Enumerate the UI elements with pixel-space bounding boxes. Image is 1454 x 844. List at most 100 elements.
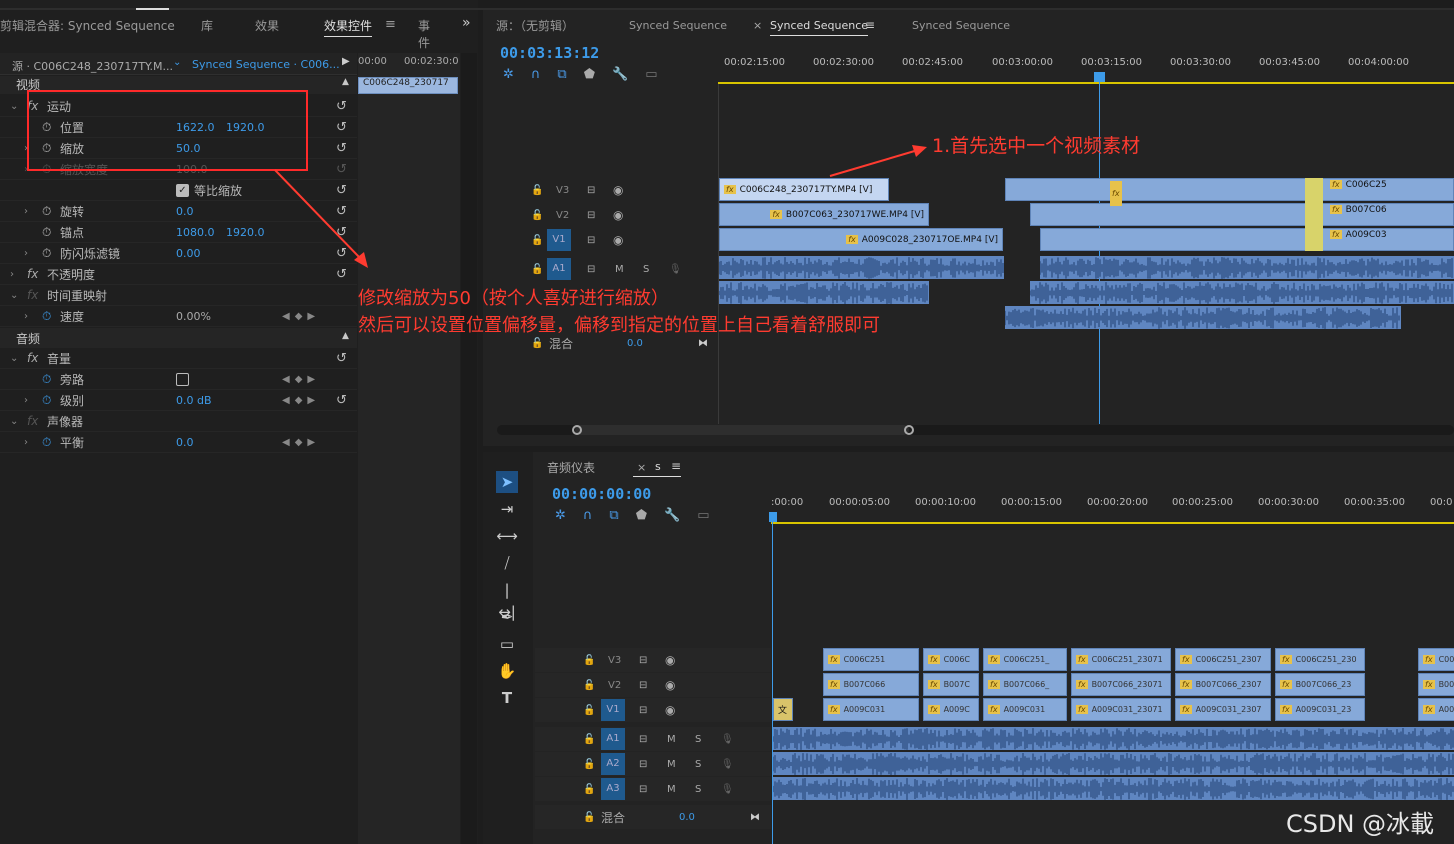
tab-audio-clip-mixer[interactable]: 剪辑混合器: Synced Sequence	[0, 19, 175, 33]
scroll-handle-right[interactable]	[904, 425, 914, 435]
tab-sequence-3[interactable]: Synced Sequence	[912, 19, 1011, 32]
timeline-clip[interactable]: fx A009C031	[983, 698, 1067, 721]
sync-icon[interactable]: ⊟	[639, 679, 648, 691]
play-icon[interactable]: ▶	[342, 56, 350, 67]
bottom-audio-a3[interactable]	[773, 777, 1454, 800]
timeline-clip[interactable]: fx B007C066_	[983, 673, 1067, 696]
stopwatch-icon[interactable]: ⏱	[42, 245, 52, 260]
mute-button[interactable]: M	[667, 733, 676, 745]
sync-icon[interactable]: ⊟	[639, 783, 648, 795]
solo-button[interactable]: S	[695, 733, 702, 745]
sync-icon[interactable]: ⊟	[587, 209, 596, 221]
track-a3-label[interactable]: A3	[601, 778, 625, 800]
linked-selection-icon[interactable]: ⧉	[557, 67, 567, 82]
lock-icon[interactable]: 🔓	[583, 704, 596, 716]
linked-selection-icon[interactable]: ⧉	[609, 508, 619, 523]
reset-icon[interactable]: ↺	[336, 98, 347, 114]
uniform-scale-checkbox[interactable]: ✓	[176, 184, 189, 197]
sequence-select[interactable]: Synced Sequence · C006...	[192, 58, 340, 71]
mute-button[interactable]: M	[667, 783, 676, 795]
chevron-right-icon[interactable]: ›	[24, 436, 28, 448]
volume-row[interactable]: ⌄ fx 音量 ↺	[0, 348, 357, 369]
keyframe-nav-icon[interactable]: ◀◆▶	[282, 310, 321, 322]
level-value[interactable]: 0.0 dB	[176, 393, 212, 407]
timeline-clip[interactable]: fx A009C031	[823, 698, 919, 721]
clip-cluster-v1[interactable]	[1040, 228, 1454, 251]
captions-icon[interactable]: ▭	[645, 67, 658, 82]
tab-menu-icon[interactable]: ≡	[385, 17, 396, 32]
lock-icon[interactable]: 🔓	[583, 654, 596, 666]
bottom-ruler[interactable]: :00:00 00:00:05:00 00:00:10:00 00:00:15:…	[771, 480, 1454, 524]
audio-clip-a1[interactable]	[719, 256, 1004, 279]
sync-icon[interactable]: ⊟	[639, 758, 648, 770]
left-scrollbar[interactable]	[461, 53, 477, 844]
timeline-clip[interactable]: fx B007C066	[823, 673, 919, 696]
timeline-clip[interactable]: fx A009C031_23071	[1071, 698, 1171, 721]
bottom-timecode[interactable]: 00:00:00:00	[552, 485, 652, 503]
reset-icon[interactable]: ↺	[336, 245, 347, 261]
eye-icon[interactable]: ◉	[613, 183, 624, 197]
razor-icon[interactable]: ⧸	[504, 554, 510, 572]
sync-icon[interactable]: ⊟	[639, 704, 648, 716]
audio-clip-cluster-2[interactable]	[1030, 281, 1454, 304]
mini-clip[interactable]: C006C248_230717	[358, 77, 458, 94]
type-icon[interactable]: T	[501, 689, 513, 707]
pen-icon[interactable]: ✒	[500, 608, 514, 626]
audio-clip-cluster-3[interactable]	[1005, 306, 1401, 329]
tab-source[interactable]: 源：（无剪辑）	[496, 19, 575, 33]
playhead-handle[interactable]	[1094, 72, 1105, 82]
eye-icon[interactable]: ◉	[613, 208, 624, 222]
balance-value[interactable]: 0.0	[176, 435, 194, 449]
timeline-clip[interactable]: fx A009C	[923, 698, 979, 721]
position-x-value[interactable]: 1622.0	[176, 120, 215, 134]
audio-clip-a2[interactable]	[719, 281, 929, 304]
chevron-down-icon[interactable]: ⌄	[10, 352, 19, 364]
eye-icon[interactable]: ◉	[613, 233, 624, 247]
lock-icon[interactable]: 🔓	[583, 783, 596, 795]
track-v2-label[interactable]: V2	[608, 679, 622, 691]
stopwatch-icon[interactable]: ⏱	[42, 224, 52, 239]
tab-audio-meters[interactable]: 音频仪表	[547, 461, 596, 475]
rotation-value[interactable]: 0.0	[176, 204, 194, 218]
scale-value[interactable]: 50.0	[176, 141, 201, 155]
time-remap-row[interactable]: ⌄ fx 时间重映射	[0, 285, 357, 306]
opacity-row[interactable]: › fx 不透明度 ↺	[0, 264, 357, 285]
timeline-clip[interactable]: fx C006C251	[823, 648, 919, 671]
v3-right-clip[interactable]: fx C006C25	[1330, 180, 1387, 190]
timeline-clip[interactable]: fx A009C031_2307	[1175, 698, 1271, 721]
mic-icon[interactable]: 🎙	[721, 758, 734, 770]
reset-icon[interactable]: ↺	[336, 140, 347, 156]
chevron-right-icon[interactable]: ›	[24, 142, 28, 154]
chevron-right-icon[interactable]: ›	[24, 247, 28, 259]
tab-effects[interactable]: 效果	[255, 19, 280, 33]
track-v2-label[interactable]: V2	[556, 209, 570, 221]
chevron-right-icon[interactable]: ›	[24, 394, 28, 406]
wrench-icon[interactable]: 🔧	[612, 67, 629, 82]
solo-button[interactable]: S	[695, 758, 702, 770]
stopwatch-icon[interactable]: ⏱	[42, 308, 52, 323]
anchor-x-value[interactable]: 1080.0	[176, 225, 215, 239]
mix-value[interactable]: 0.0	[679, 811, 695, 823]
chevron-down-icon[interactable]: ⌄	[173, 57, 182, 68]
bottom-playhead-handle[interactable]	[769, 512, 777, 522]
reset-icon[interactable]: ↺	[336, 224, 347, 240]
track-a1-label[interactable]: A1	[547, 258, 571, 280]
timeline-clip[interactable]: fx C006C	[923, 648, 979, 671]
solo-button[interactable]: S	[695, 783, 702, 795]
slip-icon[interactable]: |↔|	[498, 581, 516, 621]
reset-icon[interactable]: ↺	[336, 203, 347, 219]
eye-icon[interactable]: ◉	[665, 678, 676, 692]
mic-icon[interactable]: 🎙	[721, 733, 734, 745]
yellow-clip[interactable]	[1305, 178, 1323, 251]
anchor-y-value[interactable]: 1920.0	[226, 225, 265, 239]
wrench-icon[interactable]: 🔧	[664, 508, 681, 523]
lock-icon[interactable]: 🔓	[531, 263, 544, 275]
keyframe-nav-icon[interactable]: ◀◆▶	[282, 436, 321, 448]
timeline-clip[interactable]: fx B007C	[923, 673, 979, 696]
hand-icon[interactable]: ✋	[497, 662, 517, 680]
sync-icon[interactable]: ⊟	[639, 654, 648, 666]
timeline-clip[interactable]: fx C006C251_230	[1275, 648, 1365, 671]
stopwatch-icon[interactable]: ⏱	[42, 140, 52, 155]
track-a1-label[interactable]: A1	[601, 728, 625, 750]
